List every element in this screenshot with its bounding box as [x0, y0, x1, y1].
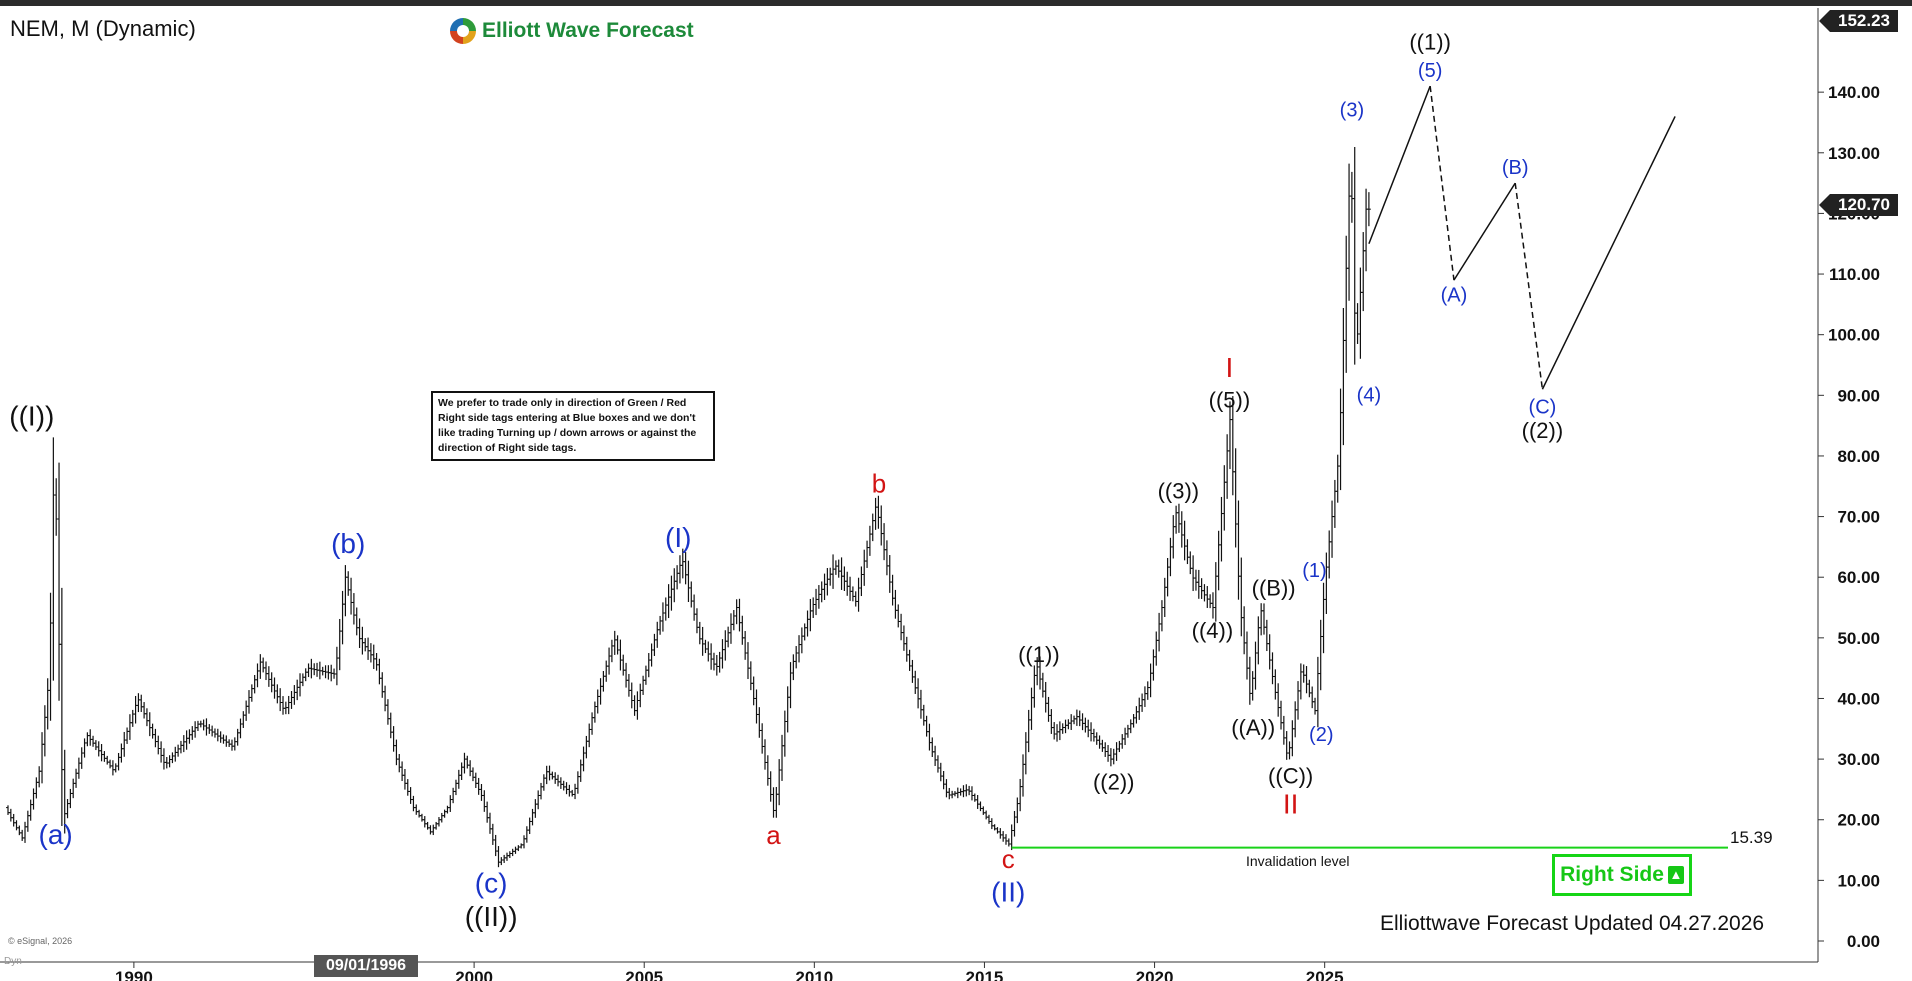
- wave-label: (B): [1502, 157, 1529, 179]
- x-tick-label: 2015: [966, 968, 1004, 981]
- invalidation-value: 15.39: [1730, 828, 1773, 847]
- y-tick-label: 90.00: [1837, 386, 1880, 405]
- x-tick-label: 1990: [115, 968, 153, 981]
- wave-labels: ((I)) (a) (b) (c)((II)) (I) a b c(II) ((1)) ((2))…: [9, 30, 1563, 932]
- x-tick-label: 2005: [625, 968, 663, 981]
- wave-label: (b): [331, 528, 365, 559]
- wave-label: (5): [1418, 60, 1442, 82]
- trading-note: We prefer to trade only in direction of …: [431, 391, 715, 461]
- right-side-label: Right Side: [1560, 863, 1664, 886]
- dyn-label: Dyn: [4, 956, 22, 967]
- x-tick-label: 2000: [455, 968, 493, 981]
- x-tick-label: 2010: [795, 968, 833, 981]
- y-axis: 0.00 10.00 20.00 30.00 40.00 50.00 60.00 70.00 8…: [1818, 83, 1880, 951]
- y-tick-label: 130.00: [1828, 144, 1880, 163]
- right-side-tag: Right Side ▲: [1552, 854, 1692, 896]
- wave-label: b: [872, 468, 886, 498]
- x-tick-label: 2025: [1306, 968, 1344, 981]
- projection-segment: [1429, 85, 1455, 281]
- wave-label: ((II)): [465, 901, 518, 932]
- current-price-box: 120.70: [1819, 194, 1898, 216]
- y-tick-label: 100.00: [1828, 326, 1880, 345]
- wave-label: ((B)): [1252, 575, 1296, 600]
- y-tick-label: 140.00: [1828, 83, 1880, 102]
- wave-label: (I): [665, 522, 691, 553]
- x-axis: 1990 2000 2005 2010 2015 2020 2025: [115, 962, 1344, 981]
- y-tick-label: 70.00: [1837, 508, 1880, 527]
- wave-label: ((C)): [1268, 763, 1313, 788]
- y-tick-label: 50.00: [1837, 629, 1880, 648]
- top-border: [0, 0, 1912, 6]
- y-tick-label: 80.00: [1837, 447, 1880, 466]
- y-tick-label: 10.00: [1837, 871, 1880, 890]
- wave-label: (c): [475, 867, 508, 898]
- y-tick-label: 60.00: [1837, 568, 1880, 587]
- wave-label: ((2)): [1522, 418, 1564, 443]
- copyright: © eSignal, 2026: [8, 936, 73, 946]
- wave-label: ((1)): [1018, 642, 1060, 667]
- wave-label: I: [1226, 352, 1234, 383]
- wave-label: (C): [1529, 397, 1557, 419]
- wave-label: ((A)): [1231, 715, 1275, 740]
- projection-segment: [1453, 182, 1516, 281]
- invalidation-label: Invalidation level: [1246, 853, 1350, 869]
- wave-label: (a): [39, 819, 73, 850]
- wave-label: (1): [1302, 560, 1326, 582]
- y-tick-label: 0.00: [1847, 932, 1880, 951]
- wave-label: II: [1283, 789, 1299, 820]
- wave-label: (4): [1357, 384, 1381, 406]
- wave-label: ((3)): [1158, 478, 1200, 503]
- projection-segment: [1541, 116, 1676, 390]
- wave-label: c: [1002, 844, 1015, 874]
- projection-segment: [1368, 85, 1431, 245]
- projection-segment: [1514, 183, 1544, 390]
- top-price-box: 152.23: [1819, 10, 1898, 32]
- updated-text: Elliottwave Forecast Updated 04.27.2026: [1380, 912, 1765, 935]
- logo: Elliott Wave Forecast: [450, 18, 694, 44]
- wave-label: (3): [1340, 99, 1364, 121]
- y-tick-label: 40.00: [1837, 689, 1880, 708]
- wave-label: ((I)): [9, 401, 54, 432]
- wave-label: a: [766, 820, 781, 850]
- y-tick-label: 110.00: [1829, 265, 1880, 284]
- y-tick-label: 30.00: [1837, 750, 1880, 769]
- x-tick-label: 2020: [1136, 968, 1174, 981]
- up-arrow-icon: ▲: [1667, 866, 1684, 884]
- wave-label: ((4)): [1192, 618, 1234, 643]
- wave-label: (A): [1441, 284, 1468, 306]
- logo-text: Elliott Wave Forecast: [482, 19, 694, 42]
- wave-label: (2): [1309, 724, 1333, 746]
- crosshair-date: 09/01/1996: [314, 955, 418, 977]
- y-tick-label: 20.00: [1837, 811, 1880, 830]
- wave-label: ((1)): [1409, 30, 1451, 55]
- projection-path: [1368, 85, 1676, 390]
- price-bars: [6, 147, 1371, 868]
- symbol-title: NEM, M (Dynamic): [10, 16, 196, 41]
- logo-icon: [450, 18, 476, 44]
- wave-label: ((5)): [1209, 387, 1251, 412]
- wave-label: ((2)): [1093, 769, 1135, 794]
- wave-label: (II): [991, 877, 1025, 908]
